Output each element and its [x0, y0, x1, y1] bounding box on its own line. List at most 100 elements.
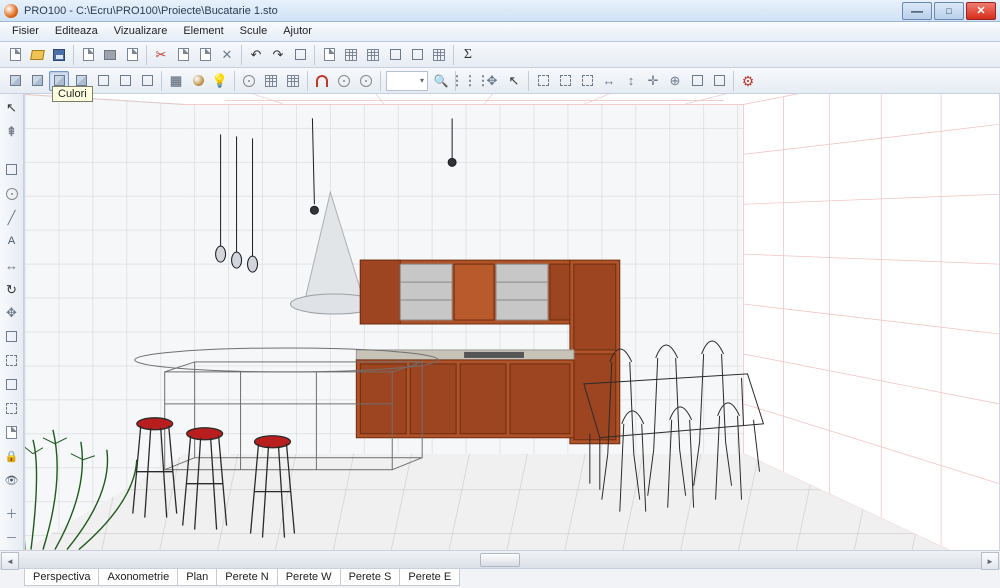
hide-tool[interactable]: 👁 — [2, 470, 22, 490]
view-wall-w-button[interactable] — [93, 71, 113, 91]
scale-icon — [6, 331, 17, 342]
dim-tool[interactable]: ↔ — [2, 255, 22, 275]
align3-button[interactable] — [577, 71, 597, 91]
target2-button[interactable] — [334, 71, 354, 91]
line-tool[interactable]: ╱ — [2, 207, 22, 227]
align1-button[interactable] — [533, 71, 553, 91]
move-tool[interactable]: ✥ — [2, 303, 22, 323]
eye-icon: 👁 — [5, 474, 19, 487]
light-button[interactable]: 💡 — [210, 71, 230, 91]
tab-perete-w[interactable]: Perete W — [277, 569, 341, 586]
group-tool[interactable] — [2, 375, 22, 395]
select-tool[interactable]: ↖ — [2, 98, 22, 118]
undo-button[interactable]: ↶ — [246, 45, 266, 65]
scale-tool[interactable] — [2, 327, 22, 347]
align7-button[interactable]: ⊕ — [665, 71, 685, 91]
target2-icon — [338, 75, 350, 87]
tab-perspectiva[interactable]: Perspectiva — [24, 569, 99, 586]
gear-icon: ⚙ — [742, 74, 755, 88]
tab-perete-e[interactable]: Perete E — [399, 569, 460, 586]
zoomout-icon: － — [5, 532, 17, 544]
rect-tool[interactable] — [2, 160, 22, 180]
tab-plan[interactable]: Plan — [177, 569, 217, 586]
win-button[interactable] — [407, 45, 427, 65]
lock-tool[interactable]: 🔒 — [2, 446, 22, 466]
layer-tool[interactable] — [2, 423, 22, 443]
new-file-button[interactable] — [5, 45, 25, 65]
list-button[interactable] — [363, 45, 383, 65]
tab-perete-s[interactable]: Perete S — [340, 569, 401, 586]
material-button[interactable]: ▦ — [166, 71, 186, 91]
copy-button[interactable] — [173, 45, 193, 65]
print-preview-button[interactable] — [122, 45, 142, 65]
group-icon — [6, 379, 17, 390]
scrollbar-thumb[interactable] — [480, 553, 520, 567]
settings-button[interactable]: ⚙ — [738, 71, 758, 91]
view-persp-button[interactable] — [5, 71, 25, 91]
open-file-button[interactable] — [27, 45, 47, 65]
menu-scule[interactable]: Scule — [232, 22, 276, 41]
save-button[interactable] — [49, 45, 69, 65]
dim-button[interactable] — [385, 45, 405, 65]
ungroup-icon — [6, 403, 17, 414]
rotate-tool[interactable]: ↻ — [2, 279, 22, 299]
calc-button[interactable] — [341, 45, 361, 65]
menu-vizualizare[interactable]: Vizualizare — [106, 22, 176, 41]
tab-axonometrie[interactable]: Axonometrie — [98, 569, 178, 586]
align6-button[interactable]: ✛ — [643, 71, 663, 91]
target-button[interactable] — [239, 71, 259, 91]
tbl-button[interactable] — [429, 45, 449, 65]
pointer-button[interactable]: ↖ — [504, 71, 524, 91]
view-axo-button[interactable] — [27, 71, 47, 91]
paste-button[interactable] — [195, 45, 215, 65]
align2-button[interactable] — [555, 71, 575, 91]
zoomout-tool[interactable]: － — [2, 528, 22, 548]
minimize-button[interactable]: — — [902, 2, 932, 20]
view-wall-s-button[interactable] — [115, 71, 135, 91]
menu-fisier[interactable]: Fisier — [4, 22, 47, 41]
viewport-3d[interactable] — [24, 94, 1000, 550]
light-icon: ⇞ — [6, 125, 17, 138]
target3-button[interactable] — [356, 71, 376, 91]
cut-button[interactable]: ✂ — [151, 45, 171, 65]
scale-dropdown[interactable] — [386, 71, 428, 91]
print-icon — [104, 50, 116, 60]
tab-perete-n[interactable]: Perete N — [216, 569, 277, 586]
zoom-button[interactable]: 🔍 — [431, 71, 451, 91]
menu-element[interactable]: Element — [175, 22, 231, 41]
align9-button[interactable] — [709, 71, 729, 91]
align8-button[interactable] — [687, 71, 707, 91]
light-tool[interactable]: ⇞ — [2, 122, 22, 142]
rect-icon — [6, 164, 17, 175]
close-button[interactable]: ✕ — [966, 2, 996, 20]
menu-ajutor[interactable]: Ajutor — [275, 22, 320, 41]
maximize-button[interactable]: □ — [934, 2, 964, 20]
delete-icon: ✕ — [222, 48, 233, 61]
grid2-button[interactable] — [283, 71, 303, 91]
circle-tool[interactable] — [2, 184, 22, 204]
delete-button[interactable]: ✕ — [217, 45, 237, 65]
ungroup-tool[interactable] — [2, 399, 22, 419]
align2-icon — [560, 75, 571, 86]
text-tool[interactable]: A — [2, 231, 22, 251]
align-tool[interactable] — [2, 351, 22, 371]
copy-icon — [178, 48, 189, 61]
menu-editeaza[interactable]: Editeaza — [47, 22, 106, 41]
grid-button[interactable] — [261, 71, 281, 91]
snap-button[interactable]: ✥ — [482, 71, 502, 91]
align4-button[interactable]: ↔ — [599, 71, 619, 91]
align5-button[interactable]: ↕ — [621, 71, 641, 91]
camera-button[interactable] — [290, 45, 310, 65]
view-wall-e-button[interactable] — [137, 71, 157, 91]
horizontal-scrollbar[interactable] — [0, 550, 1000, 568]
redo-button[interactable]: ↷ — [268, 45, 288, 65]
grid-snap-button[interactable]: ⋮⋮⋮ — [460, 71, 480, 91]
magnet-button[interactable] — [312, 71, 332, 91]
sphere-button[interactable] — [188, 71, 208, 91]
sigma-button[interactable]: Σ — [458, 45, 478, 65]
report-button[interactable] — [319, 45, 339, 65]
arrow-icon: ↖ — [6, 101, 17, 114]
export-button[interactable] — [78, 45, 98, 65]
zoomin-tool[interactable]: ＋ — [2, 504, 22, 524]
print-button[interactable] — [100, 45, 120, 65]
